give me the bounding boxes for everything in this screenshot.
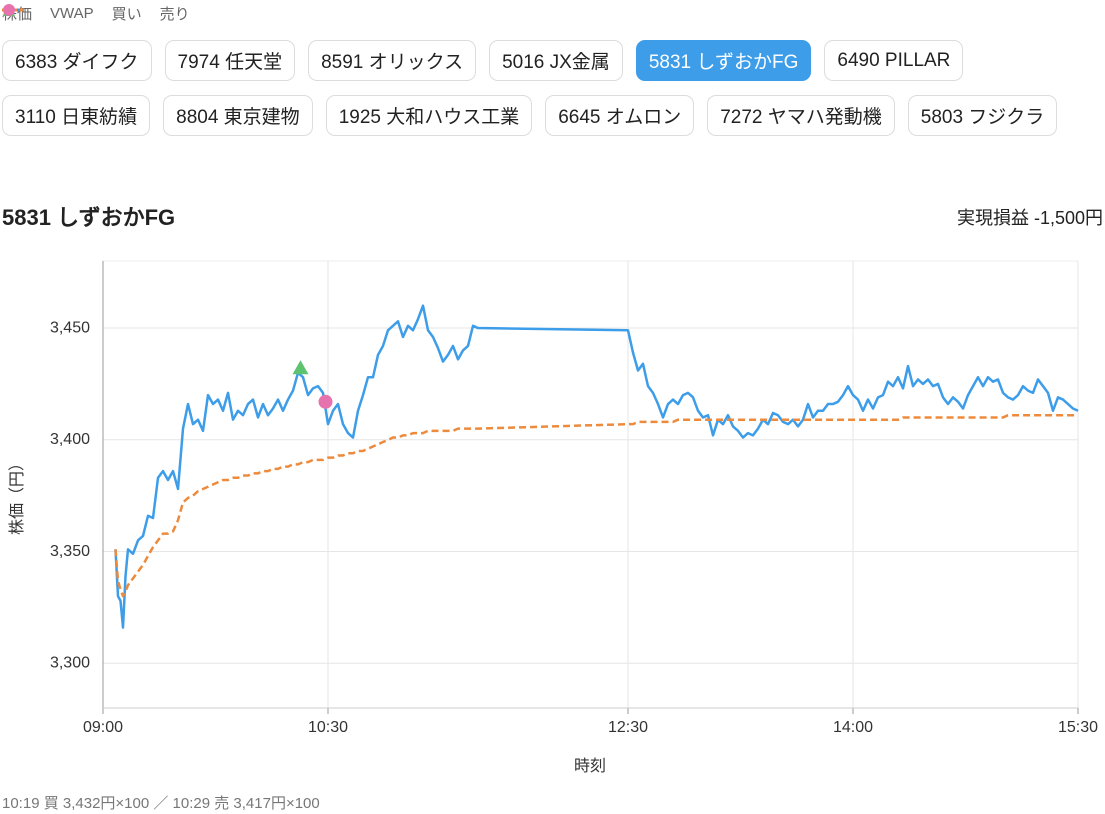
legend-label: 売り xyxy=(159,6,190,23)
y-tick-label: 3,300 xyxy=(50,655,90,672)
stock-tab[interactable]: 8591 オリックス xyxy=(308,40,477,81)
chart: 時刻 株価（円） 3,300 3,350 3,400 3,450 09:00 10:30 1… xyxy=(8,260,1098,775)
x-tick-label: 15:30 xyxy=(1058,719,1098,736)
price-line xyxy=(114,304,1079,629)
sell-marker xyxy=(318,394,333,409)
stock-tab[interactable]: 7974 任天堂 xyxy=(164,40,296,81)
y-tick-label: 3,450 xyxy=(50,319,90,336)
x-tick-label: 14:00 xyxy=(833,719,873,736)
x-tick-label: 12:30 xyxy=(608,719,648,736)
stock-tab[interactable]: 5016 JX金属 xyxy=(489,40,623,81)
vwap-line xyxy=(114,413,1078,598)
stock-tab[interactable]: 1925 大和ハウス工業 xyxy=(325,95,533,136)
trade-summary: 10:19 買 3,432円×100 ／ 10:29 売 3,417円×100 xyxy=(2,795,320,812)
legend-label: 買い xyxy=(111,6,142,23)
legend-icon xyxy=(3,4,15,16)
x-axis-title: 時刻 xyxy=(574,757,606,775)
y-axis-title: 株価（円） xyxy=(8,455,26,535)
stock-tab[interactable]: 5831 しずおかFG xyxy=(635,40,812,81)
chart-title: 5831 しずおかFG xyxy=(2,205,176,230)
realized-pnl: 実現損益 -1,500円 xyxy=(956,208,1103,228)
stock-tab[interactable]: 6383 ダイフク xyxy=(2,40,152,81)
tab-bar: 6383 ダイフク 7974 任天堂 8591 オリックス 5016 JX金属 5831… xyxy=(2,40,1105,136)
stock-tab[interactable]: 7272 ヤマハ発動機 xyxy=(707,95,895,136)
y-tick-label: 3,350 xyxy=(50,543,90,560)
legend: 株価 VWAP 買い 売り xyxy=(2,3,190,24)
y-tick-label: 3,400 xyxy=(50,431,90,448)
stock-tab[interactable]: 5803 フジクラ xyxy=(907,95,1058,136)
x-tick-label: 10:30 xyxy=(308,719,348,736)
legend-item: 売り xyxy=(3,3,190,24)
buy-marker xyxy=(292,360,309,375)
stock-tab[interactable]: 3110 日東紡績 xyxy=(2,95,151,136)
x-tick-label: 09:00 xyxy=(83,719,123,736)
stock-tab[interactable]: 6645 オムロン xyxy=(545,95,695,136)
stock-tab[interactable]: 6490 PILLAR xyxy=(824,40,964,81)
legend-label: VWAP xyxy=(50,5,94,22)
stock-tab[interactable]: 8804 東京建物 xyxy=(163,95,313,136)
legend-swatch xyxy=(3,4,15,16)
